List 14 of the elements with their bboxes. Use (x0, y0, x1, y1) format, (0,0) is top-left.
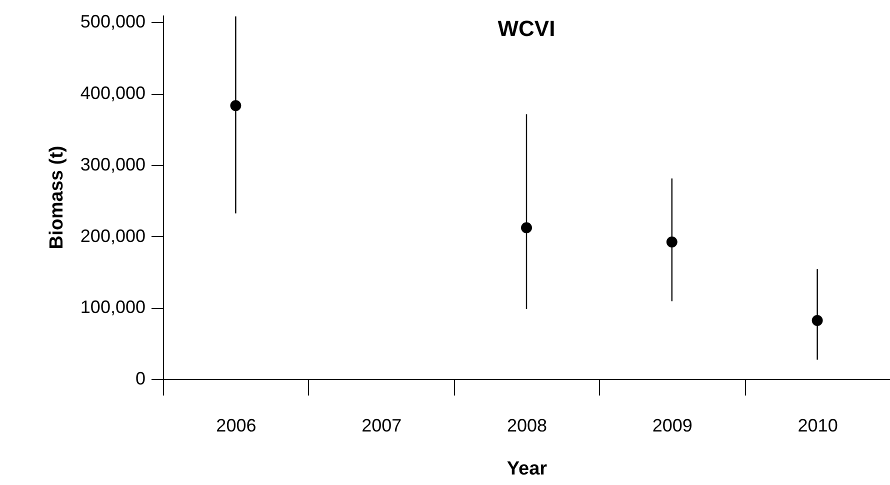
y-tick-label: 100,000 (80, 297, 146, 318)
x-tick-label: 2008 (506, 416, 548, 436)
y-tick-label: 300,000 (80, 154, 146, 174)
x-tick-label: 2010 (798, 416, 838, 436)
x-tick-label: 2007 (362, 416, 402, 436)
chart-title: WCVI (498, 16, 556, 41)
y-tick-label: 400,000 (80, 83, 146, 104)
y-tick-label: 0 (135, 368, 146, 388)
y-tick-label: 200,000 (80, 226, 146, 246)
y-tick-label: 500,000 (80, 12, 146, 32)
y-axis-title: Biomass (t) (46, 146, 68, 250)
x-tick-label: 2006 (216, 416, 256, 436)
x-tick-label: 2009 (652, 416, 692, 436)
x-axis-title: Year (506, 458, 548, 480)
